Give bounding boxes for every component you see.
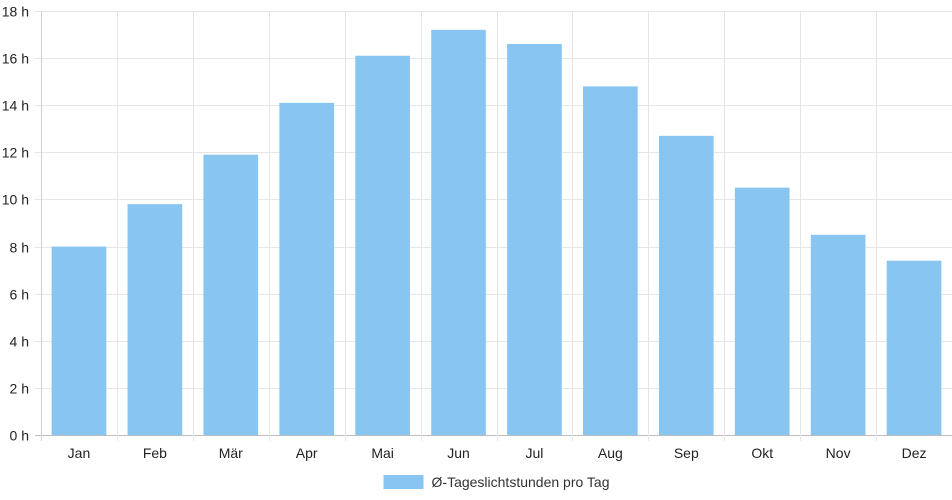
bar[interactable] (583, 86, 638, 435)
bar[interactable] (355, 55, 410, 435)
x-tick-label: Mär (219, 445, 243, 461)
bar[interactable] (51, 246, 107, 435)
y-tick-label: 18 h (2, 4, 29, 20)
x-tick-label: Jul (526, 445, 544, 461)
x-tick-label: Nov (826, 445, 851, 461)
x-tick-label: Aug (598, 445, 623, 461)
y-tick-label: 8 h (10, 240, 29, 256)
axes: 0 h 2 h 4 h 6 h 8 h 10 h 12 h 14 h 16 h 18 h Jan Fe… (2, 4, 927, 462)
x-tick-label: Mai (371, 445, 394, 461)
bar[interactable] (279, 102, 335, 435)
bar[interactable] (127, 204, 183, 435)
bar[interactable] (431, 29, 486, 435)
x-tick-label: Jun (447, 445, 470, 461)
bar[interactable] (658, 135, 714, 435)
legend-label: Ø-Tageslichtstunden pro Tag (432, 474, 610, 490)
y-tick-label: 10 h (2, 192, 29, 208)
x-tick-label: Okt (751, 445, 773, 461)
x-tick-label: Jan (68, 445, 91, 461)
bar[interactable] (734, 187, 790, 435)
x-tick-label: Feb (143, 445, 167, 461)
y-tick-label: 2 h (10, 381, 29, 397)
bar[interactable] (886, 260, 942, 435)
y-tick-label: 14 h (2, 98, 29, 114)
y-tick-label: 0 h (10, 428, 29, 444)
bar[interactable] (507, 43, 562, 435)
bar[interactable] (203, 154, 259, 435)
bar[interactable] (810, 234, 866, 435)
x-tick-label: Dez (902, 445, 927, 461)
legend[interactable]: Ø-Tageslichtstunden pro Tag (383, 474, 610, 490)
x-tick-label: Sep (674, 445, 699, 461)
y-tick-label: 4 h (10, 334, 29, 350)
x-tick-label: Apr (296, 445, 318, 461)
y-tick-label: 6 h (10, 287, 29, 303)
y-tick-label: 12 h (2, 145, 29, 161)
y-tick-label: 16 h (2, 51, 29, 67)
grid-lines (35, 11, 952, 441)
bars (51, 29, 942, 435)
legend-swatch[interactable] (383, 475, 424, 489)
